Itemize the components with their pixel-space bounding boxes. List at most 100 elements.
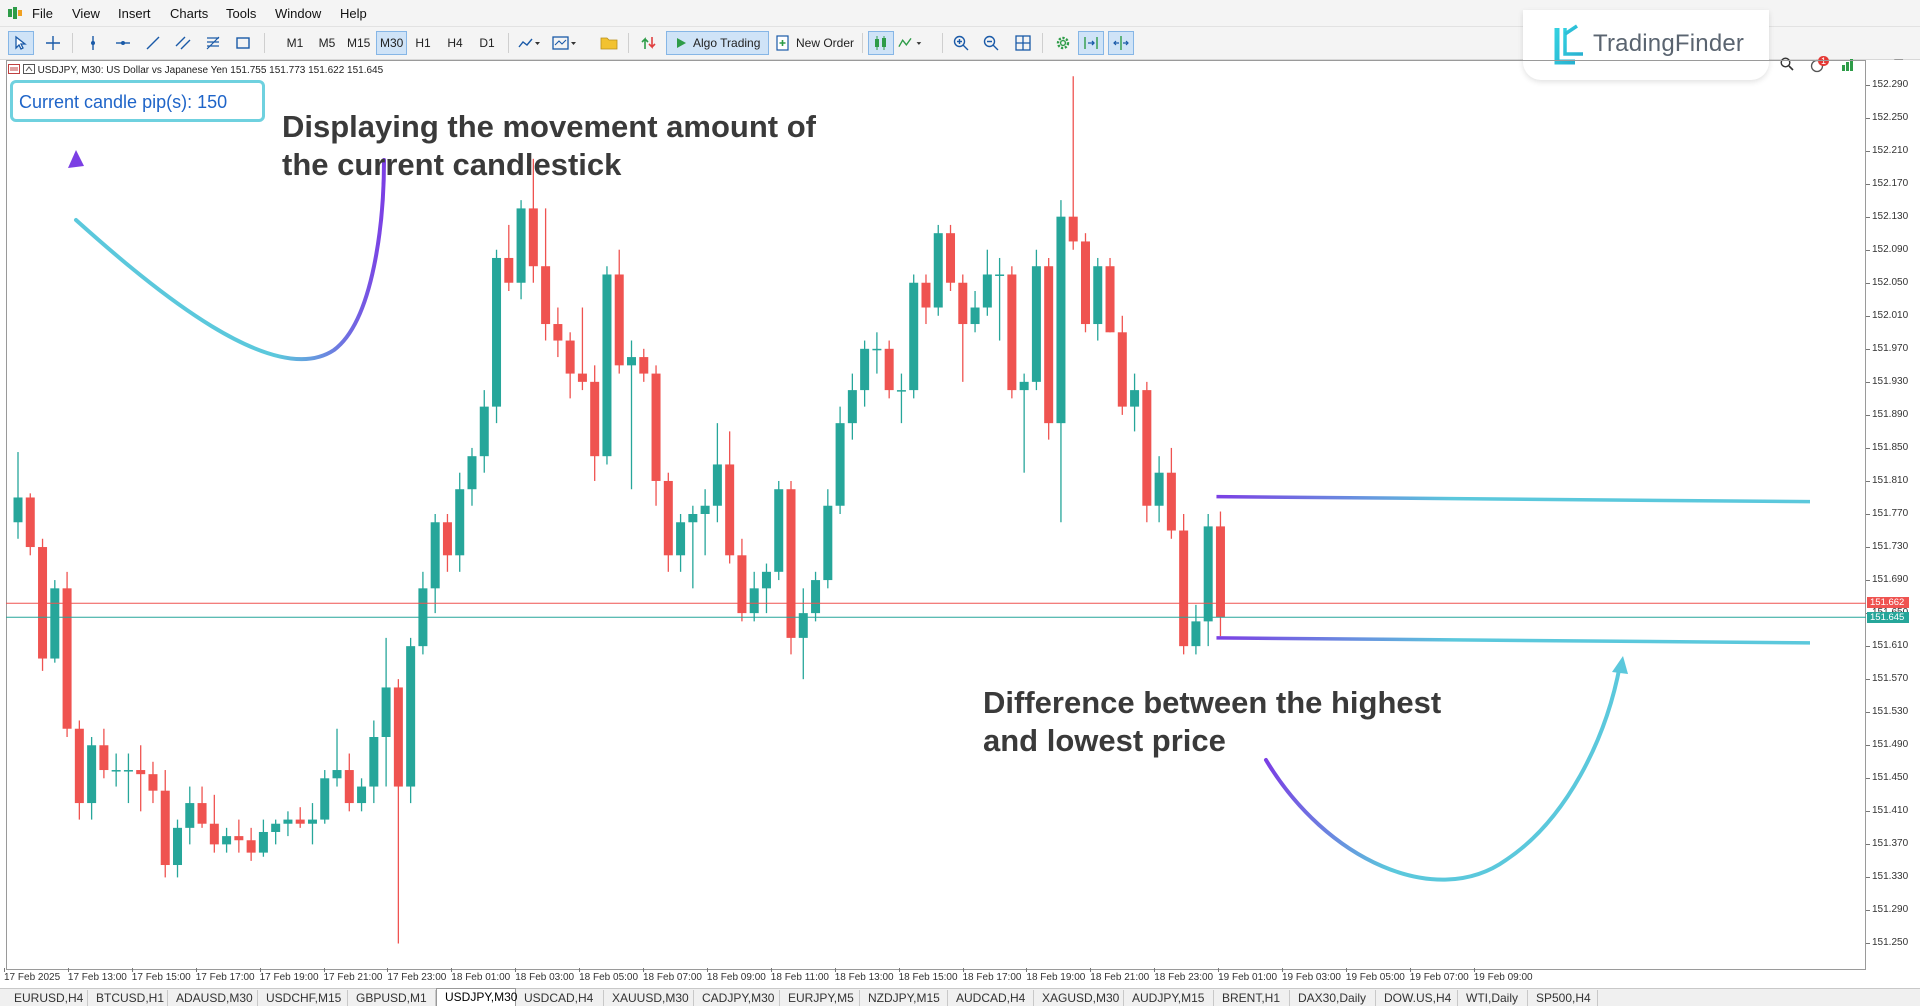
- candle-body[interactable]: [590, 381, 600, 457]
- candle-body[interactable]: [700, 505, 710, 514]
- candle-body[interactable]: [1191, 621, 1201, 647]
- candle-body[interactable]: [676, 522, 686, 556]
- timeframe-m30-button[interactable]: M30: [376, 31, 408, 55]
- menu-help[interactable]: Help: [340, 6, 367, 21]
- horizontal-line-button[interactable]: [110, 31, 136, 55]
- candle-body[interactable]: [258, 831, 268, 853]
- symbol-tab[interactable]: EURJPY,M5: [780, 990, 860, 1006]
- candle-body[interactable]: [406, 646, 416, 787]
- symbol-tab[interactable]: SP500,H4: [1528, 990, 1598, 1006]
- candle-body[interactable]: [688, 514, 698, 523]
- candle-body[interactable]: [896, 390, 906, 392]
- channel-button[interactable]: [170, 31, 196, 55]
- candle-body[interactable]: [884, 348, 894, 391]
- timeframe-m5-button[interactable]: M5: [318, 36, 336, 50]
- candle-body[interactable]: [663, 480, 673, 556]
- candle-body[interactable]: [1019, 381, 1029, 391]
- candle-body[interactable]: [921, 282, 931, 308]
- candle-body[interactable]: [393, 687, 403, 787]
- candle-body[interactable]: [1031, 266, 1041, 382]
- chart-type-button[interactable]: [516, 31, 542, 55]
- tile-windows-button[interactable]: [1010, 31, 1036, 55]
- candle-body[interactable]: [283, 819, 293, 824]
- cursor-tool-button[interactable]: [8, 31, 34, 55]
- candle-body[interactable]: [749, 588, 759, 614]
- candle-body[interactable]: [209, 823, 219, 845]
- symbol-tab[interactable]: GBPUSD,M1: [348, 990, 436, 1006]
- new-order-button[interactable]: New Order: [770, 31, 860, 55]
- symbol-tab[interactable]: WTI,Daily: [1458, 990, 1528, 1006]
- market-watch-button[interactable]: [636, 31, 662, 55]
- symbol-tab[interactable]: USDCAD,H4: [516, 990, 604, 1006]
- candle-body[interactable]: [725, 464, 735, 556]
- candle-body[interactable]: [307, 819, 317, 824]
- candle-body[interactable]: [50, 588, 60, 659]
- menu-window[interactable]: Window: [275, 6, 322, 21]
- candle-body[interactable]: [933, 233, 943, 308]
- candle-body[interactable]: [148, 774, 158, 791]
- candle-body[interactable]: [737, 555, 747, 614]
- candle-body[interactable]: [798, 613, 808, 638]
- candle-body[interactable]: [1179, 530, 1189, 647]
- candle-body[interactable]: [811, 580, 821, 614]
- candle-body[interactable]: [344, 770, 354, 804]
- candle-body[interactable]: [651, 373, 661, 481]
- timeframe-h1-button[interactable]: H1: [415, 36, 431, 50]
- candle-body[interactable]: [1117, 332, 1127, 407]
- candle-body[interactable]: [455, 489, 465, 556]
- candle-body[interactable]: [639, 357, 649, 374]
- candle-body[interactable]: [946, 233, 956, 283]
- timeframe-h4-button[interactable]: H4: [447, 36, 463, 50]
- candle-body[interactable]: [541, 266, 551, 325]
- candle-body[interactable]: [602, 274, 612, 457]
- symbol-tab[interactable]: AUDJPY,M15: [1124, 990, 1214, 1006]
- candle-body[interactable]: [835, 423, 845, 506]
- candle-body[interactable]: [25, 497, 35, 548]
- price-axis[interactable]: 152.290 152.250 152.210 152.170 152.130 152.0…: [1866, 60, 1920, 970]
- candle-body[interactable]: [577, 373, 587, 382]
- candle-body[interactable]: [823, 505, 833, 581]
- timeframe-m1-button[interactable]: M1: [286, 36, 304, 50]
- symbol-tab[interactable]: XAGUSD,M30: [1034, 990, 1124, 1006]
- candle-body[interactable]: [332, 770, 342, 779]
- shapes-button[interactable]: [230, 31, 256, 55]
- candle-body[interactable]: [99, 745, 109, 771]
- candle-body[interactable]: [565, 340, 575, 374]
- candle-body[interactable]: [627, 357, 636, 366]
- candle-body[interactable]: [712, 464, 722, 506]
- candle-body[interactable]: [1142, 390, 1152, 506]
- symbol-tab[interactable]: XAUUSD,M30: [604, 990, 694, 1006]
- zoom-out-button[interactable]: [978, 31, 1004, 55]
- symbol-tab[interactable]: DOW.US,H4: [1376, 990, 1458, 1006]
- candle-body[interactable]: [136, 770, 146, 775]
- candle-body[interactable]: [958, 282, 968, 325]
- vertical-line-button[interactable]: [80, 31, 106, 55]
- timeframe-d1-button[interactable]: D1: [479, 36, 495, 50]
- zoom-in-button[interactable]: [948, 31, 974, 55]
- candle-body[interactable]: [1080, 241, 1090, 325]
- candle-body[interactable]: [1166, 472, 1176, 531]
- candle-body[interactable]: [123, 770, 133, 772]
- templates-button[interactable]: [552, 31, 578, 55]
- symbol-tab[interactable]: BRENT,H1: [1214, 990, 1290, 1006]
- candle-body[interactable]: [1215, 526, 1225, 618]
- candle-body[interactable]: [614, 274, 624, 366]
- candle-body[interactable]: [982, 274, 992, 308]
- candle-body[interactable]: [909, 282, 919, 391]
- options-button[interactable]: [1050, 31, 1076, 55]
- symbol-tab[interactable]: DAX30,Daily: [1290, 990, 1376, 1006]
- candle-body[interactable]: [74, 728, 84, 804]
- open-folder-button[interactable]: [596, 31, 622, 55]
- candle-body[interactable]: [160, 790, 170, 866]
- candle-body[interactable]: [467, 456, 477, 490]
- candle-body[interactable]: [847, 390, 857, 424]
- candle-body[interactable]: [492, 257, 502, 407]
- candle-body[interactable]: [246, 840, 256, 853]
- candle-body[interactable]: [13, 497, 23, 523]
- symbol-tab[interactable]: AUDCAD,H4: [948, 990, 1034, 1006]
- candle-body[interactable]: [516, 208, 526, 283]
- symbol-tab[interactable]: EURUSD,H4: [6, 990, 88, 1006]
- candle-body[interactable]: [860, 348, 870, 391]
- candle-body[interactable]: [1093, 266, 1103, 325]
- search-icon[interactable]: [1780, 57, 1794, 74]
